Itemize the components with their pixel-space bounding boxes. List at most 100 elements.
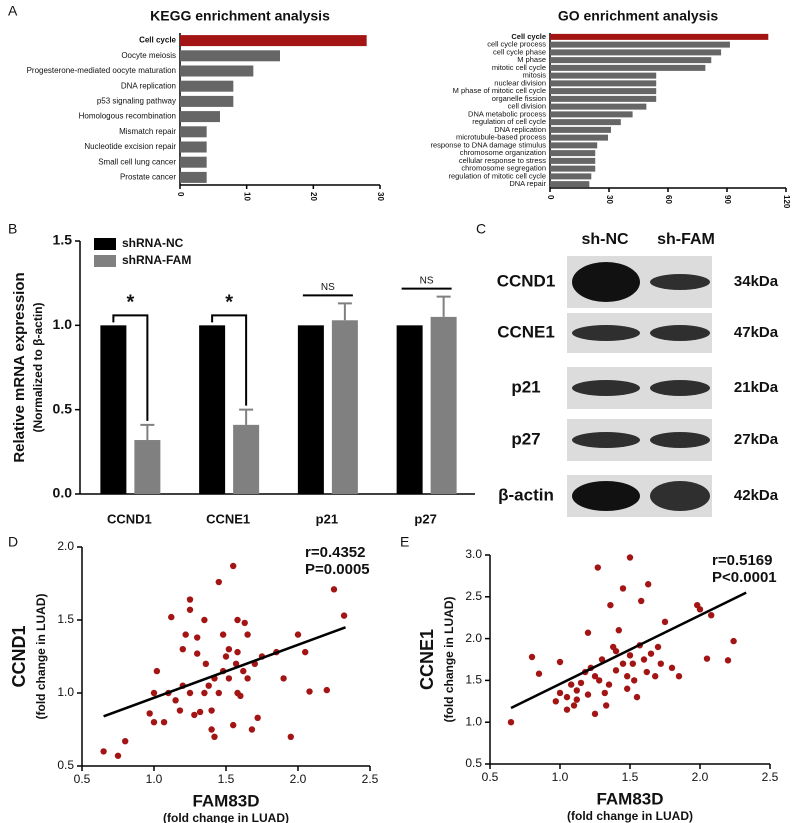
category-label: Cell cycle [139, 36, 176, 45]
point [211, 733, 218, 740]
point [626, 554, 634, 561]
lane-label: sh-NC [581, 231, 629, 248]
x-tick-label: 20 [309, 192, 318, 201]
point [244, 675, 251, 682]
point [280, 675, 287, 682]
point [584, 691, 592, 698]
x-tick-label: p27 [414, 511, 436, 526]
y-axis-title: Relative mRNA expression [11, 272, 28, 462]
bar [100, 325, 127, 494]
point [619, 660, 627, 667]
stat-label: P=0.0005 [305, 561, 370, 578]
y-axis-note: (fold change in LUAD) [34, 594, 48, 720]
point [591, 673, 599, 680]
x-tick-label: 2.5 [362, 772, 379, 786]
point [563, 706, 571, 713]
point [186, 606, 194, 613]
point [215, 689, 222, 697]
blot-band [650, 432, 710, 448]
point [626, 652, 634, 659]
bar [396, 325, 423, 494]
x-tick-label: CCNE1 [206, 511, 250, 526]
point [201, 616, 208, 624]
x-tick-label: p21 [316, 511, 338, 526]
point [208, 707, 215, 714]
panel-label: B [8, 221, 17, 237]
blot-band [650, 274, 710, 290]
bar [550, 142, 598, 149]
point [601, 689, 608, 697]
x-tick-label: 0 [546, 195, 555, 200]
protein-label: CCND1 [497, 271, 556, 290]
panel-label: C [476, 221, 486, 237]
x-tick-label: 120 [782, 195, 791, 209]
bar [180, 171, 207, 183]
y-axis-title: CCNE1 [417, 629, 437, 690]
point [603, 702, 610, 709]
point [577, 679, 585, 687]
blot-band [572, 432, 640, 448]
y-tick-label: 2.0 [57, 539, 74, 553]
x-axis-title: FAM83D [192, 791, 259, 810]
point [631, 677, 638, 684]
bar [550, 181, 590, 188]
x-tick-label: 0.5 [482, 770, 499, 784]
legend-label: shRNA-NC [122, 236, 184, 250]
point [294, 631, 302, 638]
x-tick-label: 2.5 [762, 770, 779, 784]
bar [550, 80, 657, 87]
point [302, 648, 309, 656]
bar [550, 33, 769, 40]
point [654, 643, 662, 651]
point [556, 689, 564, 697]
bar [134, 440, 161, 494]
point [179, 646, 186, 653]
stat-label: P<0.0001 [712, 569, 777, 586]
point [230, 721, 237, 729]
size-label: 47kDa [734, 324, 779, 341]
point [633, 693, 641, 701]
category-label: Mismatch repair [119, 127, 176, 136]
x-tick-label: 1.0 [552, 770, 569, 784]
point [234, 648, 241, 656]
category-label: DNA replication [121, 81, 176, 90]
point [528, 653, 536, 661]
x-tick-label: CCND1 [107, 511, 152, 526]
point [306, 688, 313, 695]
category-label: cellular response to stress [459, 156, 546, 165]
y-axis-note: (fold change in LUAD) [442, 597, 456, 723]
point [619, 585, 627, 592]
category-label: Progesterone-mediated oocyte maturation [27, 66, 176, 75]
legend-swatch [94, 238, 116, 250]
bar [331, 320, 358, 494]
blot-band [650, 325, 710, 341]
point [640, 656, 648, 663]
y-tick-label: 1.0 [465, 714, 482, 728]
size-label: 34kDa [734, 273, 779, 290]
y-tick-label: 0.5 [53, 400, 73, 416]
bar [180, 35, 367, 47]
point [607, 601, 614, 609]
point [563, 693, 571, 701]
blot-band [572, 325, 640, 341]
category-label: DNA repair [509, 179, 546, 188]
bar [430, 316, 457, 494]
point [172, 697, 179, 704]
x-tick-label: 0.5 [74, 772, 91, 786]
legend-swatch [94, 255, 116, 267]
point [182, 631, 189, 638]
category-label: DNA metabolic process [468, 109, 546, 118]
x-tick-label: 60 [664, 195, 673, 204]
y-tick-label: 2.0 [465, 631, 482, 645]
point [624, 673, 631, 680]
bar [297, 325, 324, 494]
point [201, 689, 208, 697]
bar [550, 134, 609, 141]
point [507, 719, 515, 726]
x-axis-note: (fold change in LUAD) [163, 811, 289, 823]
point [612, 647, 620, 655]
point [186, 596, 194, 603]
point [232, 660, 240, 667]
point [668, 664, 676, 672]
point [323, 686, 330, 694]
